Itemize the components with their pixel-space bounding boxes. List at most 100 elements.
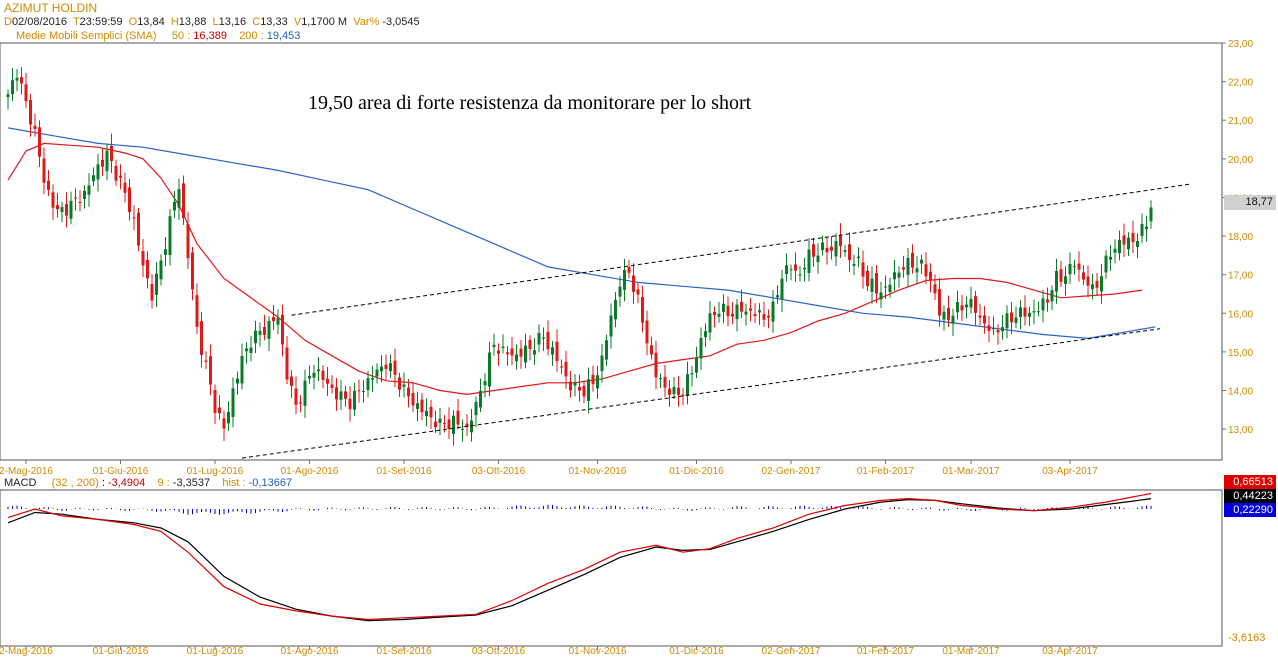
candle-body	[249, 347, 253, 353]
candle-body	[200, 321, 203, 355]
candle-body	[159, 260, 163, 280]
candle-body	[807, 249, 811, 274]
x-tick-label: 01-Giu-2016	[93, 646, 149, 657]
candle-body	[263, 326, 266, 335]
macd-line	[7, 492, 1152, 621]
candle-body	[380, 366, 383, 372]
candle-body	[29, 100, 32, 125]
candle-body	[20, 77, 23, 84]
candle-body	[605, 340, 608, 360]
candle-body	[209, 356, 212, 385]
candle-body	[780, 278, 784, 300]
candle-body	[267, 320, 271, 339]
candle-body	[546, 331, 550, 350]
hist-label: hist :	[222, 477, 246, 489]
price-tick-label: 21,00	[1228, 116, 1253, 127]
trendline	[241, 328, 1161, 459]
candle-body	[627, 266, 631, 273]
candle-body	[695, 357, 698, 373]
candle-body	[447, 419, 451, 430]
x-tick-label: 01-Set-2016	[376, 466, 431, 477]
candle-body	[983, 315, 986, 324]
candle-body	[942, 311, 946, 320]
candle-body	[420, 399, 424, 413]
x-tick-label: 01-Lug-2016	[187, 646, 244, 657]
candle-body	[411, 393, 415, 406]
candle-body	[177, 189, 181, 208]
x-tick-label: 01-Nov-2016	[569, 466, 627, 477]
price-tick-label: 22,00	[1228, 78, 1253, 89]
candle-body	[528, 339, 532, 349]
candle-body	[470, 420, 473, 433]
x-tick-label: 01-Set-2016	[376, 646, 431, 657]
candle-body	[366, 378, 370, 391]
candle-body	[933, 284, 937, 294]
candle-body	[524, 345, 527, 363]
candle-body	[240, 355, 244, 384]
candle-body	[1077, 263, 1081, 270]
candle-body	[753, 314, 757, 316]
candle-body	[704, 331, 707, 338]
macd-tag-blue: 0,22290	[1224, 503, 1276, 517]
candle-body	[573, 382, 577, 386]
candle-body	[330, 384, 334, 388]
candle-body	[960, 305, 964, 311]
candle-body	[614, 299, 617, 320]
x-tick-label: 02-Gen-2017	[762, 466, 821, 477]
candle-body	[1001, 327, 1004, 332]
candle-body	[749, 308, 752, 311]
x-tick-label: 01-Dic-2016	[669, 466, 724, 477]
candle-body	[1032, 311, 1036, 313]
candle-body	[1068, 263, 1072, 275]
candle-body	[492, 344, 496, 347]
candle-body	[591, 374, 595, 385]
price-tick-label: 14,00	[1228, 387, 1253, 398]
candle-body	[681, 394, 685, 396]
price-tick-label: 18,00	[1228, 232, 1253, 243]
sma50-line	[7, 142, 1143, 396]
trendline	[291, 183, 1192, 316]
candle-body	[92, 175, 95, 182]
candle-body	[686, 374, 689, 396]
candle-body	[618, 286, 622, 297]
sma50-value: 16,389	[193, 30, 227, 42]
candle-body	[1140, 224, 1144, 236]
candle-body	[677, 387, 680, 395]
x-tick-label: 01-Feb-2017	[857, 466, 915, 477]
candle-body	[56, 205, 59, 210]
candle-body	[245, 348, 248, 352]
candle-body	[1023, 307, 1027, 317]
candle-body	[294, 388, 298, 405]
candle-body	[231, 388, 235, 417]
macd-value: -3,4904	[107, 477, 146, 489]
x-tick-label: 02-Gen-2017	[762, 646, 821, 657]
candle-body	[132, 217, 136, 219]
candle-body	[1131, 232, 1135, 243]
candle-body	[690, 373, 694, 375]
candle-body	[1041, 298, 1045, 311]
candle-body	[731, 313, 734, 317]
candle-body	[155, 273, 158, 295]
candle-body	[146, 259, 149, 279]
macd-signal-line	[7, 498, 1152, 622]
candle-body	[182, 183, 185, 219]
candle-body	[60, 207, 64, 213]
candle-body	[128, 187, 131, 213]
candle-body	[375, 369, 379, 377]
candle-body	[69, 200, 73, 219]
candle-body	[564, 361, 568, 377]
var-label: Var%	[353, 16, 380, 28]
candle-body	[879, 292, 883, 300]
candle-body	[1136, 241, 1139, 248]
x-tick-label: 01-Lug-2016	[187, 466, 244, 477]
candle-body	[987, 325, 991, 331]
candle-body	[1095, 280, 1099, 288]
candle-body	[1109, 256, 1112, 260]
candle-body	[204, 360, 208, 362]
ohlc-readout: D02/08/2016 T23:59:59 O13,84 H13,88 L13,…	[4, 16, 420, 28]
candle-body	[1037, 311, 1040, 313]
candle-body	[6, 94, 10, 98]
candle-body	[1104, 255, 1108, 273]
candle-body	[1082, 272, 1085, 280]
candle-body	[1149, 207, 1153, 222]
